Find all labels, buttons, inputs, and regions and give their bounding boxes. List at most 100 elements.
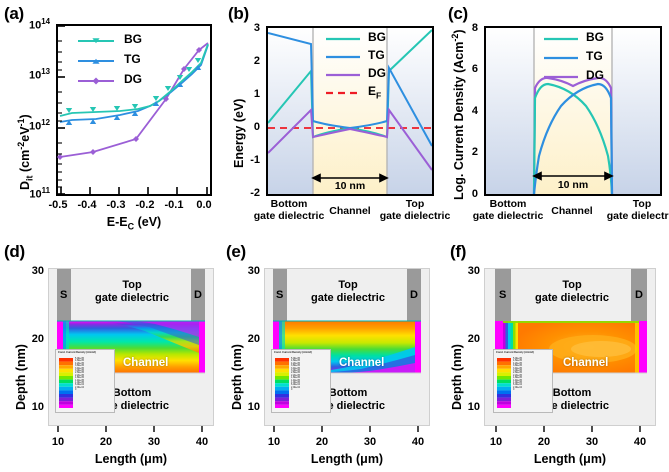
panel-b-plot-frame — [266, 26, 434, 196]
panel-f: (f) Depth (nm) 30 20 10 — [432, 240, 669, 472]
panel-b-10nm-arrow — [311, 173, 389, 183]
panel-c-ytick-2: 4 — [471, 105, 478, 117]
panel-c-ytick-3: 2 — [471, 146, 478, 158]
x-axis-ev: (eV) — [134, 215, 162, 229]
panel-b: (b) Energy (eV) 3 2 1 0 -1 -2 — [216, 0, 450, 236]
panel-a-xtick-5: 0.0 — [196, 199, 212, 211]
source-contact-d — [57, 269, 71, 321]
panel-d-xtick-3: 40 — [195, 436, 209, 448]
series-dg-markers — [57, 47, 202, 160]
legend-label-dg: DG — [124, 72, 142, 86]
legend-label-tg-c: TG — [586, 49, 603, 63]
panel-f-colorbar: Cond. Current Density (A/cm2) 5.0E+05 4.6… — [493, 349, 553, 413]
y-axis-dit-sub: it — [24, 175, 35, 181]
panel-e-source-label: S — [276, 289, 284, 301]
panel-a-ytick-0: 1014 — [28, 17, 50, 32]
panel-f-xtick-3: 40 — [633, 436, 647, 448]
panel-a: (a) Dit (cm-2eV-1) 1014 1013 1012 1011 — [0, 0, 222, 236]
panel-d-colorbar-labels: 5.0E+05 4.6E+05 4.2E+05 3.8E+05 3.4E+05 3.0… — [75, 357, 84, 392]
panel-d: (d) Depth (nm) 30 20 10 — [0, 240, 222, 472]
panel-e-device-map: Top gate dielectric Bottom gate dielectric… — [264, 268, 430, 426]
panel-e-top-dielectric-label: Top gate dielectric — [311, 279, 385, 304]
panel-c: (c) Log. Current Density (Acm-2) 8 6 4 2… — [432, 0, 669, 236]
panel-f-colorbar-labels: 5.0E+05 4.6E+05 4.2E+05 3.8E+05 3.4E+05 3.0… — [513, 357, 522, 392]
panel-e-colorbar: Cond. Current Density (A/cm2) 5.0E+05 4.6… — [271, 349, 331, 413]
panel-e: (e) Depth (nm) 30 20 10 — [216, 240, 438, 472]
panel-d-device-map: Top gate dielectric Bottom gate dielectric… — [48, 268, 214, 426]
panel-b-ytick-4: -1 — [250, 154, 260, 166]
panel-f-xtick-2: 30 — [585, 436, 599, 448]
legend-tg-swatch-c — [544, 56, 578, 60]
panel-f-source-label: S — [499, 289, 507, 301]
panel-e-xtick-2: 30 — [363, 436, 377, 448]
panel-a-xtick-3: -0.2 — [135, 199, 155, 211]
panel-e-xticks — [273, 426, 419, 432]
panel-c-ytick-1: 6 — [471, 63, 478, 75]
series-dg-line — [268, 107, 432, 171]
panel-a-ytick-2: 1012 — [28, 118, 50, 133]
panel-b-10nm-label: 10 nm — [334, 180, 366, 192]
y-axis-logj-sup: -2 — [450, 33, 460, 42]
panel-d-top-dielectric-label: Top gate dielectric — [95, 279, 169, 304]
panel-e-ytick-2: 10 — [247, 401, 260, 413]
panel-f-drain-label: D — [635, 289, 643, 301]
series-tg-markers — [65, 65, 202, 125]
panel-a-plot-svg — [57, 42, 209, 160]
legend-label-bg-c: BG — [586, 30, 604, 44]
panel-e-x-axis-title: Length (μm) — [310, 452, 384, 466]
drain-contact-d — [191, 269, 205, 321]
panel-a-ticks — [58, 25, 208, 195]
panel-d-drain-label: D — [194, 289, 202, 301]
y-axis-sup1: -2 — [16, 141, 26, 150]
panel-e-label: (e) — [226, 242, 246, 261]
panel-d-xticks — [57, 426, 203, 432]
panel-f-ytick-0: 30 — [467, 265, 480, 277]
panel-d-source-label: S — [60, 289, 68, 301]
panel-b-label: (b) — [228, 4, 249, 23]
panel-d-ytick-0: 30 — [31, 265, 44, 277]
panel-b-ytick-1: 2 — [253, 55, 260, 67]
legend-tg-swatch-b — [326, 55, 360, 59]
panel-f-device-map: Top gate dielectric Bottom gate dielectric… — [484, 268, 656, 426]
drain-contact-e — [407, 269, 421, 321]
panel-e-ytick-1: 20 — [247, 333, 260, 345]
panel-c-ytick-0: 8 — [471, 22, 478, 34]
x-axis-ec-sub: C — [127, 221, 135, 232]
panel-a-ytick-1: 1013 — [28, 67, 50, 82]
panel-a-plot-frame — [56, 24, 212, 196]
legend-ef-swatch — [326, 91, 360, 95]
panel-c-plot-frame — [484, 26, 662, 196]
panel-e-drain-label: D — [410, 289, 418, 301]
panel-e-colorbar-labels: 5.0E+05 4.6E+05 4.2E+05 3.8E+05 3.4E+05 3.0… — [291, 357, 300, 392]
legend-bg-swatch-b — [326, 37, 360, 41]
panel-e-colorbar-gradient — [275, 358, 289, 408]
panel-e-channel-label: Channel — [339, 357, 385, 369]
panel-a-x-axis-title: E-EC (eV) — [56, 215, 212, 232]
legend-tg-swatch — [78, 58, 114, 64]
legend-label-tg-b: TG — [368, 48, 385, 62]
legend-label-ef: EF — [368, 84, 382, 101]
panel-f-ytick-1: 20 — [467, 333, 480, 345]
panel-f-xtick-0: 10 — [489, 436, 503, 448]
legend-dg-swatch-b — [326, 73, 360, 77]
panel-e-map-svg — [265, 269, 429, 425]
panel-d-x-axis-title: Length (μm) — [94, 452, 168, 466]
panel-b-ytick-3: 0 — [253, 121, 260, 133]
panel-d-ytick-1: 20 — [31, 333, 44, 345]
legend-label-tg: TG — [124, 52, 141, 66]
panel-b-region-top: Top gate dielectric — [379, 198, 451, 222]
legend-bg-swatch-c — [544, 37, 578, 41]
panel-d-label: (d) — [4, 242, 25, 261]
legend-label-dg-b: DG — [368, 66, 386, 80]
panel-d-xtick-2: 30 — [147, 436, 161, 448]
panel-a-label: (a) — [4, 4, 24, 23]
panel-b-plot-svg — [268, 28, 432, 194]
series-tg-line-c — [532, 82, 614, 194]
panel-a-xtick-2: -0.3 — [106, 199, 126, 211]
source-contact-f — [495, 269, 511, 321]
panel-e-ytick-0: 30 — [247, 265, 260, 277]
x-axis-e: E-E — [106, 215, 128, 229]
series-dg-line-c — [532, 76, 614, 194]
